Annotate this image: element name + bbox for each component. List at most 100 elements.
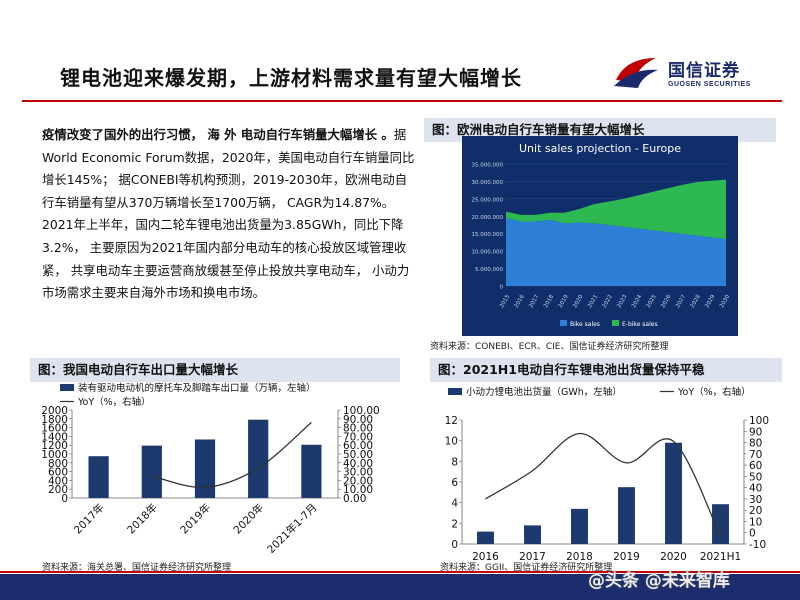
company-logo: 国信证券 GUOSEN SECURITIES — [612, 52, 772, 98]
y-tick-label: 5.000.000 — [475, 267, 503, 273]
y-tick-label-right: 40.00 — [343, 458, 373, 470]
legend-swatch-ebike — [612, 320, 619, 326]
bar — [301, 444, 322, 498]
header-divider — [22, 100, 782, 102]
y-tick-label-right: 70.00 — [343, 431, 373, 443]
y-tick-label-left: 4 — [451, 498, 458, 510]
y-tick-label-right: 80 — [749, 438, 762, 450]
bar — [477, 531, 494, 544]
x-tick-label: 2017年 — [71, 501, 107, 537]
bar — [524, 525, 541, 544]
body-lead: 疫情改变了国外的出行习惯， 海 外 电动自行车销量大幅增长 。 — [42, 127, 394, 142]
bar — [665, 442, 682, 544]
y-tick-label-left: 1600 — [41, 423, 68, 435]
europe-chart-source: 资料来源：CONEBI、ECR、CIE、国信证券经济研究所整理 — [430, 342, 669, 352]
legend-label-line: YoY（%，右轴） — [77, 396, 151, 408]
y-tick-label-right: 0.00 — [343, 493, 366, 505]
x-tick-label: 2016 — [472, 551, 499, 560]
x-tick-label: 2019年 — [178, 501, 214, 537]
x-tick-label: 2021H1 — [700, 551, 741, 560]
body-text: 据World Economic Forum数据，2020年，美国电动自行车销量同… — [42, 127, 415, 301]
bar — [571, 508, 588, 544]
yoy-line — [485, 432, 722, 537]
y-tick-label-left: 10 — [445, 436, 458, 448]
y-tick-label-left: 2 — [451, 518, 458, 530]
y-tick-label-left: 400 — [48, 475, 68, 487]
y-tick-label-right: 100 — [749, 415, 769, 427]
y-tick-label-left: 1000 — [41, 449, 68, 461]
bar — [618, 487, 635, 544]
logo-text-en: GUOSEN SECURITIES — [668, 81, 751, 88]
y-tick-label-right: 20 — [749, 505, 762, 517]
y-tick-label-right: 70 — [749, 449, 762, 461]
bar — [194, 439, 216, 498]
x-tick-label: 2018 — [566, 551, 593, 560]
export-chart-source: 资料来源：海关总署、国信证券经济研究所整理 — [42, 563, 232, 573]
y-tick-label-right: 10.00 — [343, 484, 373, 496]
battery-shipments-chart: 小动力锂电池出货量（GWh，左轴） YoY（%，右轴）024681012-1001… — [445, 386, 769, 560]
export-volume-chart: 装有驱动电动机的摩托车及脚踏车出口量（万辆，左轴）YoY（%，右轴）020040… — [41, 382, 380, 556]
footer-red-line — [0, 571, 800, 573]
y-tick-label-right: -10 — [749, 539, 766, 551]
y-tick-label-left: 12 — [445, 415, 458, 427]
x-tick-label: 2018年 — [124, 501, 160, 537]
battery-chart-source: 资料来源：GGII、国信证券经济研究所整理 — [440, 563, 613, 573]
y-tick-label-right: 50 — [749, 471, 762, 483]
legend-label-bike: Bike sales — [570, 321, 600, 328]
y-tick-label-right: 100.00 — [343, 405, 380, 417]
y-tick-label-right: 90.00 — [343, 414, 373, 426]
y-tick-label-left: 1400 — [41, 431, 68, 443]
y-tick-label-right: 10 — [749, 516, 762, 528]
watermark: @头条 @未来智库 — [588, 571, 730, 591]
x-tick-label: 2021年1-7月 — [264, 501, 319, 556]
legend-swatch-bike — [560, 320, 567, 326]
y-tick-label-left: 6 — [451, 477, 458, 489]
y-tick-label-right: 30 — [749, 494, 762, 506]
y-tick-label: 35.000.000 — [472, 163, 504, 169]
bar — [88, 456, 109, 498]
y-tick-label-left: 0 — [61, 493, 68, 505]
legend-swatch-bar — [60, 384, 74, 391]
y-tick-label: 15.000.000 — [472, 232, 504, 238]
legend-label-bar: 小动力锂电池出货量（GWh，左轴） — [466, 386, 622, 398]
y-tick-label: 25.000.000 — [472, 197, 504, 203]
x-tick-label: 2020 — [660, 551, 687, 560]
body-paragraph: 疫情改变了国外的出行习惯， 海 外 电动自行车销量大幅增长 。据World Ec… — [42, 124, 416, 305]
series-ebike-sales — [506, 179, 726, 239]
y-tick-label: 30.000.000 — [472, 180, 504, 186]
y-tick-label-left: 600 — [48, 467, 68, 479]
y-tick-label-left: 0 — [451, 539, 458, 551]
bar — [712, 504, 729, 544]
y-tick-label-right: 40 — [749, 483, 762, 495]
y-tick-label: 10.000.000 — [472, 250, 504, 256]
y-tick-label-left: 1200 — [41, 440, 68, 452]
bar — [248, 419, 269, 498]
page-title: 锂电池迎来爆发期，上游材料需求量有望大幅增长 — [60, 66, 522, 90]
legend-label-line: YoY（%，右轴） — [677, 386, 751, 398]
y-tick-label-right: 80.00 — [343, 423, 373, 435]
y-tick-label-left: 200 — [48, 484, 68, 496]
y-tick-label-right: 30.00 — [343, 467, 373, 479]
chart-title: Unit sales projection - Europe — [519, 142, 681, 155]
legend-label-ebike: E-bike sales — [622, 321, 658, 328]
y-tick-label-left: 800 — [48, 458, 68, 470]
footer-bar — [0, 574, 800, 600]
logo-text-cn: 国信证券 — [668, 61, 740, 81]
y-tick-label-left: 1800 — [41, 414, 68, 426]
y-tick-label: 20.000.000 — [472, 215, 504, 221]
x-tick-label: 2017 — [519, 551, 546, 560]
series-bike-sales — [506, 218, 726, 286]
europe-sales-chart: Unit sales projection - Europe 0 5.000.000… — [462, 136, 738, 336]
yoy-line — [151, 421, 312, 489]
y-tick-label: 0 — [500, 285, 504, 291]
y-tick-label-right: 50.00 — [343, 449, 373, 461]
legend-label-bar: 装有驱动电动机的摩托车及脚踏车出口量（万辆，左轴） — [78, 382, 316, 394]
export-chart-heading: 图：我国电动自行车出口量大幅增长 — [30, 358, 400, 382]
y-tick-label-left: 2000 — [41, 405, 68, 417]
x-tick-label: 2020年 — [231, 501, 267, 537]
y-tick-label-left: 8 — [451, 456, 458, 468]
y-tick-label-right: 60 — [749, 460, 762, 472]
y-tick-label-right: 20.00 — [343, 475, 373, 487]
legend-swatch-bar — [448, 388, 462, 395]
x-tick-label: 2019 — [613, 551, 640, 560]
